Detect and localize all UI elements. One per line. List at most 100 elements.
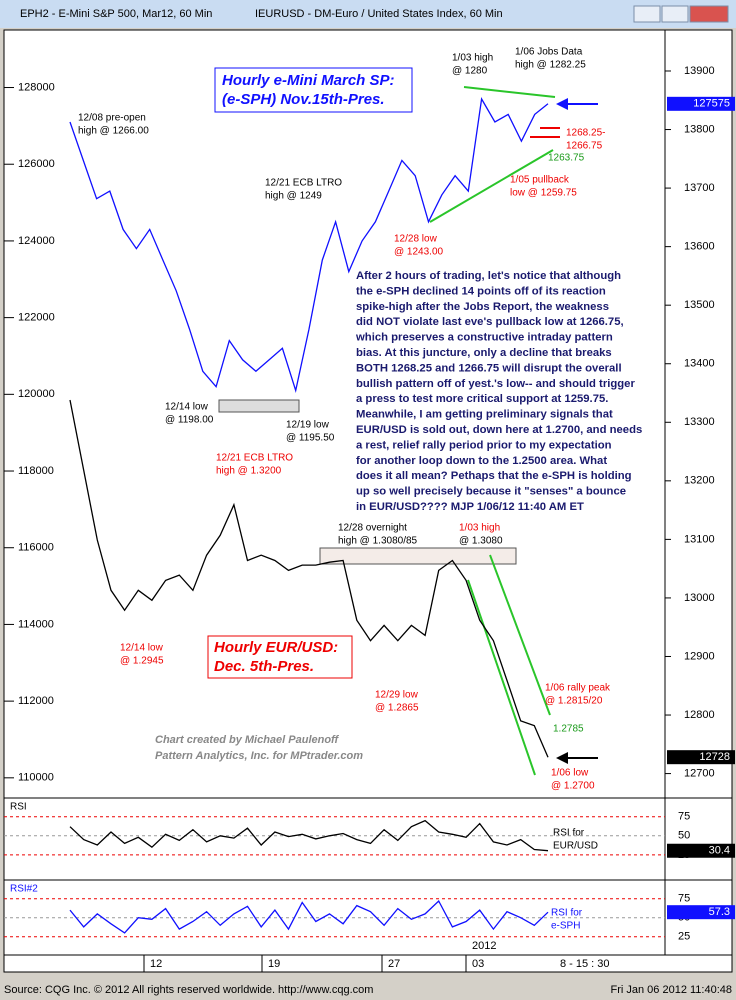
box-title: Hourly EUR/USD: — [214, 639, 338, 656]
title-box — [214, 67, 413, 113]
price-line — [69, 899, 549, 934]
commentary-line: BOTH 1268.25 and 1266.75 will disrupt th… — [356, 362, 622, 374]
box-title: Hourly e-Mini March SP: — [222, 72, 395, 89]
commentary-line: which preserves a constructive intraday … — [355, 332, 613, 344]
window-title: EPH2 - E-Mini S&P 500, Mar12, 60 Min — [20, 8, 212, 20]
resistance-zone — [319, 547, 517, 565]
session: 8 - 15 : 30 — [560, 958, 610, 970]
y-tick-label: 110000 — [18, 772, 54, 784]
annotation: high @ 1282.25 — [515, 60, 586, 71]
maximize-button[interactable] — [661, 5, 689, 23]
annotation: 12/14 low — [120, 643, 164, 654]
annotation: @ 1.3080 — [459, 536, 503, 547]
annotation: EUR/USD — [553, 841, 598, 852]
commentary-line: After 2 hours of trading, let's notice t… — [356, 270, 621, 282]
title-bar — [0, 0, 736, 28]
last-value-box — [667, 96, 735, 111]
year: 2012 — [472, 940, 496, 952]
annotation: 1.2785 — [553, 724, 584, 735]
annotation: 1/05 pullback — [510, 175, 570, 186]
commentary-line: Meanwhile, I am getting preliminary sign… — [356, 409, 613, 421]
credit: Chart created by Michael Paulenoff — [155, 734, 340, 746]
y-tick-label: 128000 — [18, 81, 55, 93]
annotation: @ 1.2815/20 — [545, 696, 603, 707]
annotation: @ 1.2700 — [551, 781, 595, 792]
annotation: high @ 1266.00 — [78, 126, 149, 137]
commentary-line: bullish pattern off of yest.'s low-- and… — [356, 378, 635, 390]
y-tick-label: 116000 — [18, 542, 54, 554]
annotation: 12/28 low — [394, 234, 438, 245]
price-line — [69, 819, 549, 852]
y-tick-label: 50 — [678, 830, 690, 842]
y2-tick-label: 13600 — [684, 241, 715, 253]
commentary-line: bias. At this juncture, only a decline t… — [356, 347, 612, 359]
status-source: Source: CQG Inc. © 2012 All rights reser… — [4, 984, 373, 996]
y-tick-label: 118000 — [18, 465, 54, 477]
y2-tick-label: 13100 — [684, 533, 715, 545]
panel-title: RSI — [10, 802, 27, 813]
close-button[interactable] — [689, 5, 729, 23]
y2-tick-label: 13500 — [684, 299, 715, 311]
y-tick-label: 122000 — [18, 312, 55, 324]
annotation: @ 1280 — [452, 66, 488, 77]
commentary-line: for another loop down to the 1.2500 area… — [356, 455, 607, 467]
y-tick-label: 114000 — [18, 618, 54, 630]
annotation: 1/06 low — [551, 768, 589, 779]
panel-title: RSI#2 — [10, 884, 38, 895]
last-value-label: 12728 — [699, 751, 730, 763]
commentary-line: in EUR/USD???? MJP 1/06/12 11:40 AM ET — [356, 501, 584, 513]
y-tick-label: 126000 — [18, 158, 55, 170]
trendline — [429, 149, 554, 223]
annotation: high @ 1.3200 — [216, 466, 282, 477]
x-tick-label: 19 — [268, 958, 280, 970]
annotation: @ 1198.00 — [165, 415, 214, 426]
y2-tick-label: 12800 — [684, 709, 715, 721]
support-zone — [218, 399, 300, 413]
last-value-box — [667, 843, 735, 858]
annotation: 12/21 ECB LTRO — [216, 453, 293, 464]
arrow-head — [556, 98, 568, 110]
annotation: 1266.75 — [566, 141, 603, 152]
annotation: 12/14 low — [165, 402, 209, 413]
y2-tick-label: 13400 — [684, 358, 715, 370]
annotation: 1/03 high — [459, 523, 500, 534]
status-time: Fri Jan 06 2012 11:40:48 — [611, 984, 733, 996]
annotation: 1/06 rally peak — [545, 683, 611, 694]
annotation: @ 1.2945 — [120, 656, 164, 667]
annotation: low @ 1259.75 — [510, 188, 577, 199]
annotation: high @ 1.3080/85 — [338, 536, 418, 547]
last-value-label: 127575 — [693, 98, 730, 110]
minimize-button[interactable] — [633, 5, 661, 23]
x-tick-label: 12 — [150, 958, 162, 970]
title-box — [207, 635, 353, 679]
last-value-box — [667, 750, 735, 765]
y2-tick-label: 12900 — [684, 650, 715, 662]
trendline — [467, 579, 536, 776]
annotation: 1268.25- — [566, 128, 605, 139]
commentary-line: up so well precisely because it "senses"… — [356, 486, 626, 498]
y-tick-label: 112000 — [18, 695, 54, 707]
annotation: 12/21 ECB LTRO — [265, 178, 342, 189]
commentary-line: does it all mean? Pethaps that the e-SPH… — [356, 470, 632, 482]
annotation: high @ 1249 — [265, 191, 322, 202]
commentary-line: EUR/USD is sold out, down here at 1.2700… — [356, 424, 642, 436]
trendline — [489, 554, 551, 716]
annotation: 1/03 high — [452, 53, 493, 64]
window-title: IEURUSD - DM-Euro / United States Index,… — [255, 8, 503, 20]
box-title: (e-SPH) Nov.15th-Pres. — [222, 91, 385, 108]
annotation: 12/29 low — [375, 690, 419, 701]
last-value-label: 57.3 — [709, 906, 730, 918]
price-axis — [664, 29, 733, 956]
y-tick-label: 25 — [678, 931, 690, 943]
annotation: 12/19 low — [286, 420, 330, 431]
annotation: 1263.75 — [548, 153, 585, 164]
plot-area — [3, 29, 666, 956]
commentary-line: spike-high after the Jobs Report, the we… — [356, 301, 609, 313]
y-tick-label: 75 — [678, 893, 690, 905]
annotation: @ 1195.50 — [286, 433, 335, 444]
last-value-label: 30.4 — [709, 845, 730, 857]
y2-tick-label: 13800 — [684, 123, 715, 135]
y-tick-label: 120000 — [18, 388, 55, 400]
